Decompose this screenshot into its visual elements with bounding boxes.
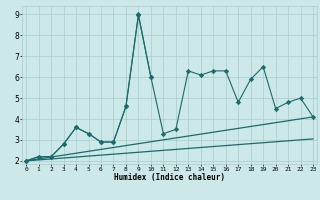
X-axis label: Humidex (Indice chaleur): Humidex (Indice chaleur) — [114, 173, 225, 182]
